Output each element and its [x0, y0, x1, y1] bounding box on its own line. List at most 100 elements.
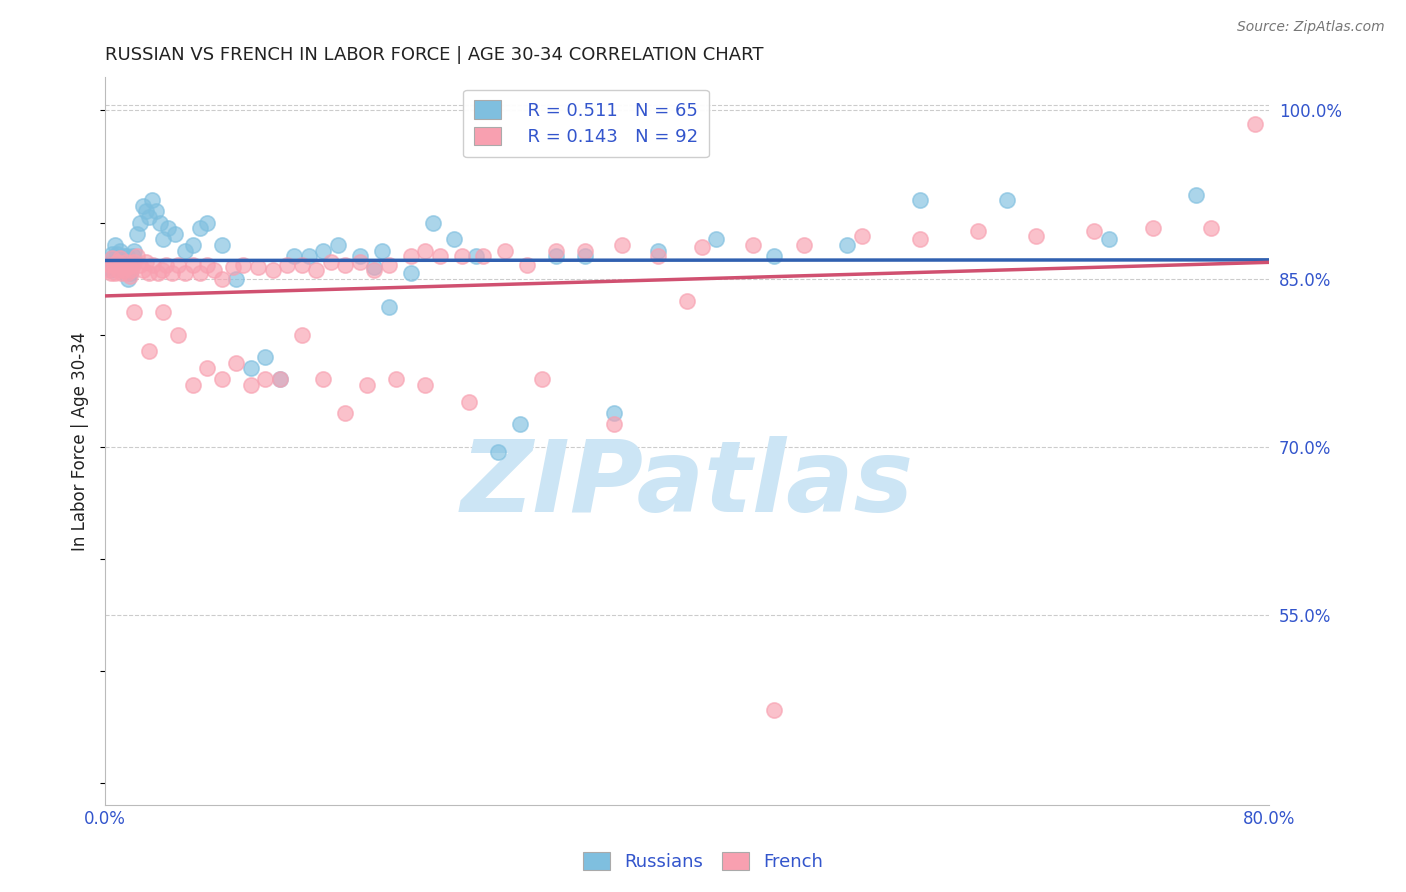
Point — [103, 258, 125, 272]
Point — [195, 215, 218, 229]
Point — [254, 350, 277, 364]
Point — [104, 266, 127, 280]
Point — [181, 238, 204, 252]
Point — [509, 417, 531, 432]
Point — [378, 258, 401, 272]
Point — [269, 372, 291, 386]
Point — [118, 269, 141, 284]
Point — [181, 258, 204, 272]
Point — [141, 193, 163, 207]
Point — [239, 378, 262, 392]
Point — [326, 238, 349, 252]
Point — [269, 372, 291, 386]
Point — [1025, 229, 1047, 244]
Point — [647, 249, 669, 263]
Point — [138, 344, 160, 359]
Point — [443, 232, 465, 246]
Point — [246, 260, 269, 275]
Point — [132, 262, 155, 277]
Point — [117, 260, 139, 275]
Point — [115, 266, 138, 280]
Point — [138, 210, 160, 224]
Point — [97, 260, 120, 275]
Point — [100, 262, 122, 277]
Point — [167, 327, 190, 342]
Point — [150, 262, 173, 277]
Point — [312, 244, 335, 258]
Point — [129, 215, 152, 229]
Point — [546, 249, 568, 263]
Point — [111, 254, 134, 268]
Point — [167, 258, 190, 272]
Point — [100, 266, 122, 280]
Point — [202, 262, 225, 277]
Point — [763, 249, 786, 263]
Point — [530, 372, 553, 386]
Point — [188, 221, 211, 235]
Point — [129, 258, 152, 272]
Point — [132, 199, 155, 213]
Point — [603, 417, 626, 432]
Point — [262, 262, 284, 277]
Point — [741, 238, 763, 252]
Point — [118, 266, 141, 280]
Point — [111, 258, 134, 272]
Point — [465, 249, 488, 263]
Point — [108, 252, 131, 266]
Point — [188, 266, 211, 280]
Point — [120, 262, 142, 277]
Point — [305, 262, 328, 277]
Point — [181, 378, 204, 392]
Point — [546, 244, 568, 258]
Point — [1243, 117, 1265, 131]
Point — [349, 254, 371, 268]
Point — [142, 258, 165, 272]
Point — [995, 193, 1018, 207]
Point — [1185, 187, 1208, 202]
Point — [356, 378, 378, 392]
Point — [101, 252, 124, 266]
Point — [120, 258, 142, 272]
Point — [114, 254, 136, 268]
Point — [378, 300, 401, 314]
Point — [107, 262, 129, 277]
Point — [135, 204, 157, 219]
Point — [494, 244, 516, 258]
Point — [1199, 221, 1222, 235]
Point — [851, 229, 873, 244]
Point — [211, 372, 233, 386]
Point — [385, 372, 408, 386]
Point — [429, 249, 451, 263]
Point — [399, 249, 422, 263]
Legend: Russians, French: Russians, French — [576, 845, 830, 879]
Point — [160, 266, 183, 280]
Text: ZIPatlas: ZIPatlas — [461, 436, 914, 533]
Point — [335, 406, 357, 420]
Point — [298, 249, 321, 263]
Point — [149, 215, 172, 229]
Point — [211, 238, 233, 252]
Point — [413, 378, 436, 392]
Point — [291, 327, 314, 342]
Point — [603, 406, 626, 420]
Point — [225, 271, 247, 285]
Point — [174, 244, 197, 258]
Point — [276, 258, 298, 272]
Point — [145, 204, 167, 219]
Point — [370, 244, 392, 258]
Text: RUSSIAN VS FRENCH IN LABOR FORCE | AGE 30-34 CORRELATION CHART: RUSSIAN VS FRENCH IN LABOR FORCE | AGE 3… — [105, 46, 763, 64]
Point — [1098, 232, 1121, 246]
Point — [574, 244, 596, 258]
Point — [647, 244, 669, 258]
Point — [163, 227, 186, 241]
Point — [98, 258, 121, 272]
Point — [155, 258, 177, 272]
Point — [127, 249, 149, 263]
Point — [112, 249, 135, 263]
Point — [101, 247, 124, 261]
Point — [363, 262, 385, 277]
Point — [101, 252, 124, 266]
Point — [908, 193, 931, 207]
Point — [174, 266, 197, 280]
Point — [422, 215, 444, 229]
